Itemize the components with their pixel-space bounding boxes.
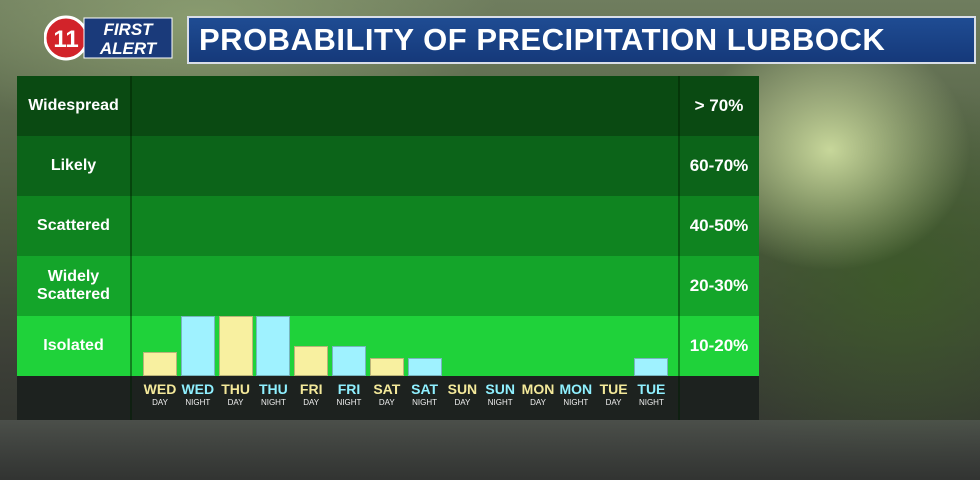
x-tick-tue-night: TUE NIGHT xyxy=(632,381,670,409)
svg-text:11: 11 xyxy=(53,26,78,53)
x-tick-period: NIGHT xyxy=(563,398,589,407)
band-widely-scattered: Widely Scattered 20-30% xyxy=(17,256,759,316)
x-tick-mon-night: MON NIGHT xyxy=(557,381,595,409)
x-tick-period: DAY xyxy=(378,398,395,407)
bar-thu-day xyxy=(218,316,253,376)
x-tick-day: THU xyxy=(221,381,250,397)
x-tick-day: SUN xyxy=(485,381,515,397)
bar-sat-night xyxy=(407,358,442,376)
x-tick-period: DAY xyxy=(227,398,244,407)
x-tick-day: SUN xyxy=(447,381,478,397)
band-label: Isolated xyxy=(43,337,104,354)
x-tick-day: SAT xyxy=(373,381,401,397)
x-tick-day: MON xyxy=(559,381,593,397)
x-tick-day: THU xyxy=(259,381,288,397)
band-scattered: Scattered 40-50% xyxy=(17,196,759,256)
bar-wed-night xyxy=(180,316,215,376)
bar-thu-night xyxy=(256,316,291,376)
x-tick-mon-day: MON DAY xyxy=(519,381,557,409)
band-range: 20-30% xyxy=(689,276,749,295)
first-alert-logo: 11 FIRST ALERT xyxy=(43,14,174,62)
band-label: Likely xyxy=(50,157,97,174)
band-range: 60-70% xyxy=(689,156,749,175)
x-tick-period: DAY xyxy=(605,398,622,407)
x-tick-thu-night: THU NIGHT xyxy=(254,381,292,409)
x-tick-day: WED xyxy=(181,381,215,397)
rain-ground-background xyxy=(0,420,980,480)
x-tick-fri-day: FRI DAY xyxy=(292,381,330,409)
band-label: Scattered xyxy=(37,217,110,234)
bar-fri-night xyxy=(331,346,366,376)
x-tick-period: NIGHT xyxy=(487,398,513,407)
svg-text:ALERT: ALERT xyxy=(99,39,158,58)
x-tick-day: TUE xyxy=(599,381,628,397)
band-widespread: Widespread > 70% xyxy=(17,76,759,136)
precipitation-chart: Isolated 10-20% Widely Scattered 20-30% Scat… xyxy=(17,76,759,420)
chart-title: PROBABILITY OF PRECIPITATION LUBBOCK xyxy=(199,22,886,57)
x-tick-day: FRI xyxy=(299,381,323,397)
x-tick-period: NIGHT xyxy=(412,398,438,407)
x-tick-sun-day: SUN DAY xyxy=(443,381,481,409)
bar-sat-day xyxy=(369,358,404,376)
band-range: 40-50% xyxy=(689,216,749,235)
x-tick-day: MON xyxy=(521,381,555,397)
x-tick-day: FRI xyxy=(337,381,361,397)
band-range: 10-20% xyxy=(689,336,749,355)
x-tick-period: DAY xyxy=(152,398,168,407)
band-label: Widely Scattered xyxy=(37,268,110,303)
band-label: Widespread xyxy=(28,97,119,114)
left-divider xyxy=(130,76,132,420)
x-tick-day: SAT xyxy=(411,381,439,397)
x-tick-tue-day: TUE DAY xyxy=(595,381,633,409)
right-divider xyxy=(678,76,680,420)
bar-wed-day xyxy=(142,352,177,376)
svg-text:FIRST: FIRST xyxy=(103,20,154,39)
bar-tue-night xyxy=(634,358,669,376)
title-banner: PROBABILITY OF PRECIPITATION LUBBOCK xyxy=(187,16,976,64)
x-tick-wed-night: WED NIGHT xyxy=(179,381,217,409)
x-tick-day: WED xyxy=(143,381,177,397)
x-tick-period: NIGHT xyxy=(638,398,664,407)
x-tick-period: DAY xyxy=(530,398,546,407)
x-tick-period: DAY xyxy=(303,398,320,407)
x-tick-period: DAY xyxy=(454,398,471,407)
x-tick-period: NIGHT xyxy=(336,398,362,407)
x-tick-period: NIGHT xyxy=(260,398,286,407)
x-tick-wed-day: WED DAY xyxy=(141,381,179,409)
x-tick-sat-day: SAT DAY xyxy=(368,381,406,409)
band-range: > 70% xyxy=(694,96,744,115)
x-tick-period: NIGHT xyxy=(185,398,211,407)
x-axis-strip xyxy=(17,376,759,420)
band-likely: Likely 60-70% xyxy=(17,136,759,196)
x-tick-sun-night: SUN NIGHT xyxy=(481,381,519,409)
x-tick-sat-night: SAT NIGHT xyxy=(406,381,444,409)
x-tick-day: TUE xyxy=(637,381,666,397)
x-tick-thu-day: THU DAY xyxy=(217,381,255,409)
x-tick-fri-night: FRI NIGHT xyxy=(330,381,368,409)
bar-fri-day xyxy=(294,346,329,376)
